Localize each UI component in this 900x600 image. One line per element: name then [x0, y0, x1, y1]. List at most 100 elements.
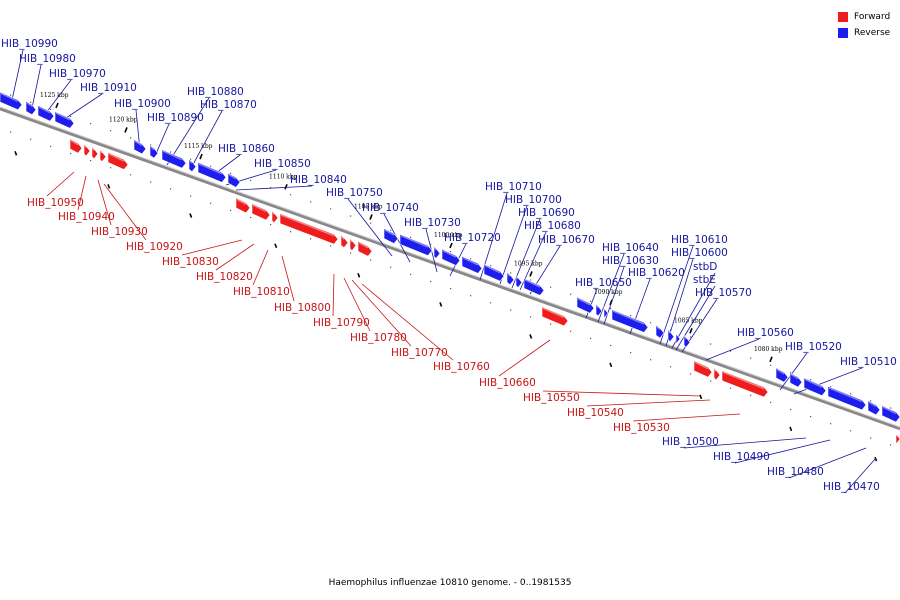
tick-dot	[50, 108, 52, 110]
gene-label-hib-10560: HIB_10560	[737, 327, 794, 339]
reverse-gene-32-shine	[882, 406, 897, 415]
tick-dot	[90, 160, 92, 162]
reverse-gene-29-shine	[804, 378, 823, 388]
reverse-gene-13	[441, 248, 461, 266]
tick-dot	[730, 350, 732, 352]
forward-gene-7	[271, 209, 279, 224]
gene-label-hib-10750: HIB_10750	[326, 187, 383, 199]
tick-dot	[70, 115, 72, 118]
reverse-gene-6-shine	[162, 150, 183, 161]
gene-label-hib-10660: HIB_10660	[479, 377, 536, 389]
tick-dot	[770, 401, 772, 403]
reverse-gene-2-shine	[38, 106, 51, 114]
gene-label-hib-10890-leader	[154, 123, 170, 157]
gene-label-hib-10480-leader	[788, 447, 867, 479]
gene-label-hib-10910-leader	[65, 93, 103, 119]
reverse-gene-4	[133, 139, 147, 155]
gene-label-hib-10560-leader	[705, 338, 760, 361]
tick-dot	[70, 152, 72, 155]
tick-dot	[370, 222, 372, 224]
tick-dot	[290, 194, 292, 196]
tick-dot	[430, 280, 432, 283]
tick-dot	[410, 273, 412, 275]
reverse-gene-27-shine	[776, 368, 785, 375]
reverse-gene-28-shine	[790, 373, 799, 380]
gene-label-hib-10840-leader	[235, 185, 313, 191]
forward-gene-15-shine	[722, 371, 765, 390]
tick-label: 1090 kbp	[594, 289, 623, 296]
gene-label-hib-10820: HIB_10820	[196, 271, 253, 283]
reverse-gene-17	[515, 274, 523, 289]
forward-gene-13-shine	[694, 361, 709, 370]
forward-gene-0	[69, 138, 83, 154]
tick-label: 1110 kbp	[269, 173, 298, 180]
tick-dot	[530, 279, 532, 281]
reverse-gene-11	[399, 233, 433, 256]
forward-gene-6	[251, 203, 271, 221]
reverse-gene-5	[149, 144, 159, 159]
minor-tick	[14, 151, 18, 156]
reverse-gene-5-shine	[150, 146, 155, 151]
reverse-gene-26	[683, 334, 691, 348]
gene-label-hib-10640: HIB_10640	[602, 242, 659, 254]
reverse-gene-0	[0, 91, 23, 111]
tick-dot	[210, 202, 212, 204]
tick-dot	[210, 165, 212, 167]
forward-swatch	[838, 12, 848, 22]
tick-dot	[870, 437, 872, 439]
tick-dot	[630, 315, 632, 317]
reverse-gene-14	[461, 255, 483, 274]
gene-label-hib-10650: HIB_10650	[575, 277, 632, 289]
reverse-gene-30	[827, 385, 867, 411]
tick-label: 1105 kbp	[354, 204, 383, 211]
forward-gene-3-shine	[100, 150, 103, 154]
tick-dot	[170, 188, 172, 190]
major-tick	[609, 299, 613, 306]
major-tick	[124, 127, 128, 133]
gene-labels: HIB_10990 HIB_10980 HIB_10970 HIB_10910 HIB_…	[1, 38, 897, 493]
tick-dot	[770, 364, 772, 366]
axis-band	[0, 106, 900, 431]
gene-label-hib-10570: HIB_10570	[695, 287, 752, 299]
gene-label-hib-10980: HIB_10980	[19, 53, 76, 65]
gene-label-hib-10640-leader	[597, 253, 625, 323]
gene-label-hib-10900: HIB_10900	[114, 98, 171, 110]
gene-label-hib-10920: HIB_10920	[126, 241, 183, 253]
tick-dot	[410, 236, 412, 238]
gene-label-hib-10710: HIB_10710	[485, 181, 542, 193]
reverse-gene-20-shine	[596, 305, 599, 308]
tick-dot	[390, 229, 392, 231]
reverse-gene-21	[603, 306, 609, 320]
gene-label-hib-10610: HIB_10610	[671, 234, 728, 246]
gene-label-hib-10750-leader	[347, 198, 393, 257]
reverse-gene-16	[506, 271, 515, 286]
gene-label-hib-10620: HIB_10620	[628, 267, 685, 279]
gene-label-hib-10930: HIB_10930	[91, 226, 148, 238]
reverse-gene-23	[655, 324, 665, 339]
forward-gene-10-shine	[350, 239, 353, 243]
gene-label-hib-10700-leader	[499, 205, 528, 285]
gene-label-hib-10800: HIB_10800	[274, 302, 331, 314]
tick-dot	[630, 352, 632, 354]
tick-dot	[290, 231, 292, 233]
tick-dot	[710, 380, 712, 382]
gene-label-hib-10680: HIB_10680	[524, 220, 581, 232]
forward-gene-1-shine	[84, 145, 87, 148]
forward-gene-4	[107, 151, 129, 170]
gene-label-hib-10910: HIB_10910	[80, 82, 137, 94]
tick-dot	[490, 302, 492, 304]
tick-dot	[270, 224, 272, 226]
reverse-gene-7	[188, 158, 197, 173]
gene-label-hib-10720: HIB_10720	[444, 232, 501, 244]
tick-dot	[690, 336, 692, 338]
gene-label-hib-10540: HIB_10540	[567, 407, 624, 419]
tick-dot	[590, 300, 592, 302]
gene-label-hib-10630: HIB_10630	[602, 255, 659, 267]
gene-label-hib-10530: HIB_10530	[613, 422, 670, 434]
gene-label-hib-10660-leader	[498, 339, 551, 377]
gene-label-hib-10500: HIB_10500	[662, 436, 719, 448]
gene-label-stbd-leader	[671, 272, 716, 349]
forward-gene-15	[721, 370, 769, 398]
gene-label-hib-10490-leader	[734, 439, 831, 464]
tick-label: 1095 kbp	[514, 260, 543, 267]
